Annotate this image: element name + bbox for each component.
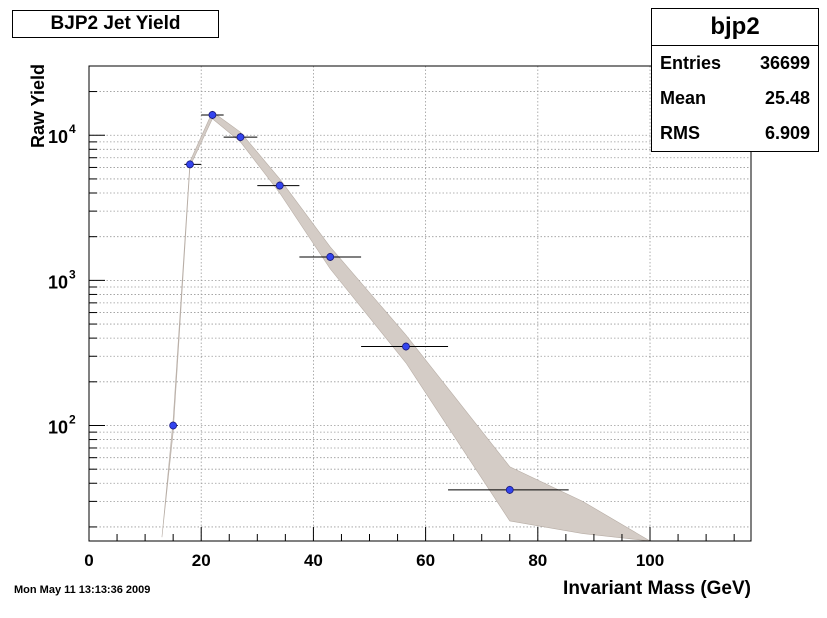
plot-frame — [88, 65, 752, 542]
stats-value: 36699 — [759, 53, 810, 73]
x-tick-label: 0 — [84, 551, 93, 570]
stats-value: 6.909 — [764, 123, 810, 143]
y-tick-label: 10 — [48, 417, 68, 437]
y-axis-label: Raw Yield — [28, 64, 48, 148]
stats-label: RMS — [660, 123, 700, 143]
chart-title-box: BJP2 Jet Yield — [12, 10, 219, 38]
stats-label: Mean — [660, 88, 707, 108]
y-tick-exponent: 3 — [69, 267, 76, 281]
stats-row-rms: RMS 6.909 — [652, 116, 818, 151]
x-axis-label: Invariant Mass (GeV) — [563, 578, 751, 599]
uncertainty-band — [161, 111, 651, 542]
x-tick-label: 100 — [636, 551, 664, 570]
x-tick-label: 40 — [304, 551, 323, 570]
y-tick-exponent: 2 — [69, 412, 76, 426]
stats-name: bjp2 — [652, 9, 818, 46]
x-tick-label: 80 — [528, 551, 547, 570]
datestamp: Mon May 11 13:13:36 2009 — [14, 584, 151, 596]
data-point — [505, 485, 514, 494]
data-point — [169, 421, 178, 430]
x-tick-label: 60 — [416, 551, 435, 570]
y-tick-exponent: 4 — [69, 122, 76, 136]
y-tick-label: 10 — [48, 272, 68, 292]
data-point — [275, 181, 284, 190]
data-point — [186, 160, 194, 169]
stats-label: Entries — [660, 53, 722, 73]
stats-row-mean: Mean 25.48 — [652, 81, 818, 116]
chart-title: BJP2 Jet Yield — [50, 13, 181, 34]
stats-row-entries: Entries 36699 — [652, 46, 818, 81]
x-tick-label: 20 — [192, 551, 211, 570]
data-point — [402, 342, 410, 351]
y-tick-label: 10 — [48, 127, 68, 147]
data-point — [208, 111, 217, 119]
stats-value: 25.48 — [764, 88, 810, 108]
data-point — [236, 133, 245, 142]
data-point — [326, 253, 335, 261]
stats-box: bjp2 Entries 36699 Mean 25.48 RMS 6.909 — [651, 8, 819, 152]
